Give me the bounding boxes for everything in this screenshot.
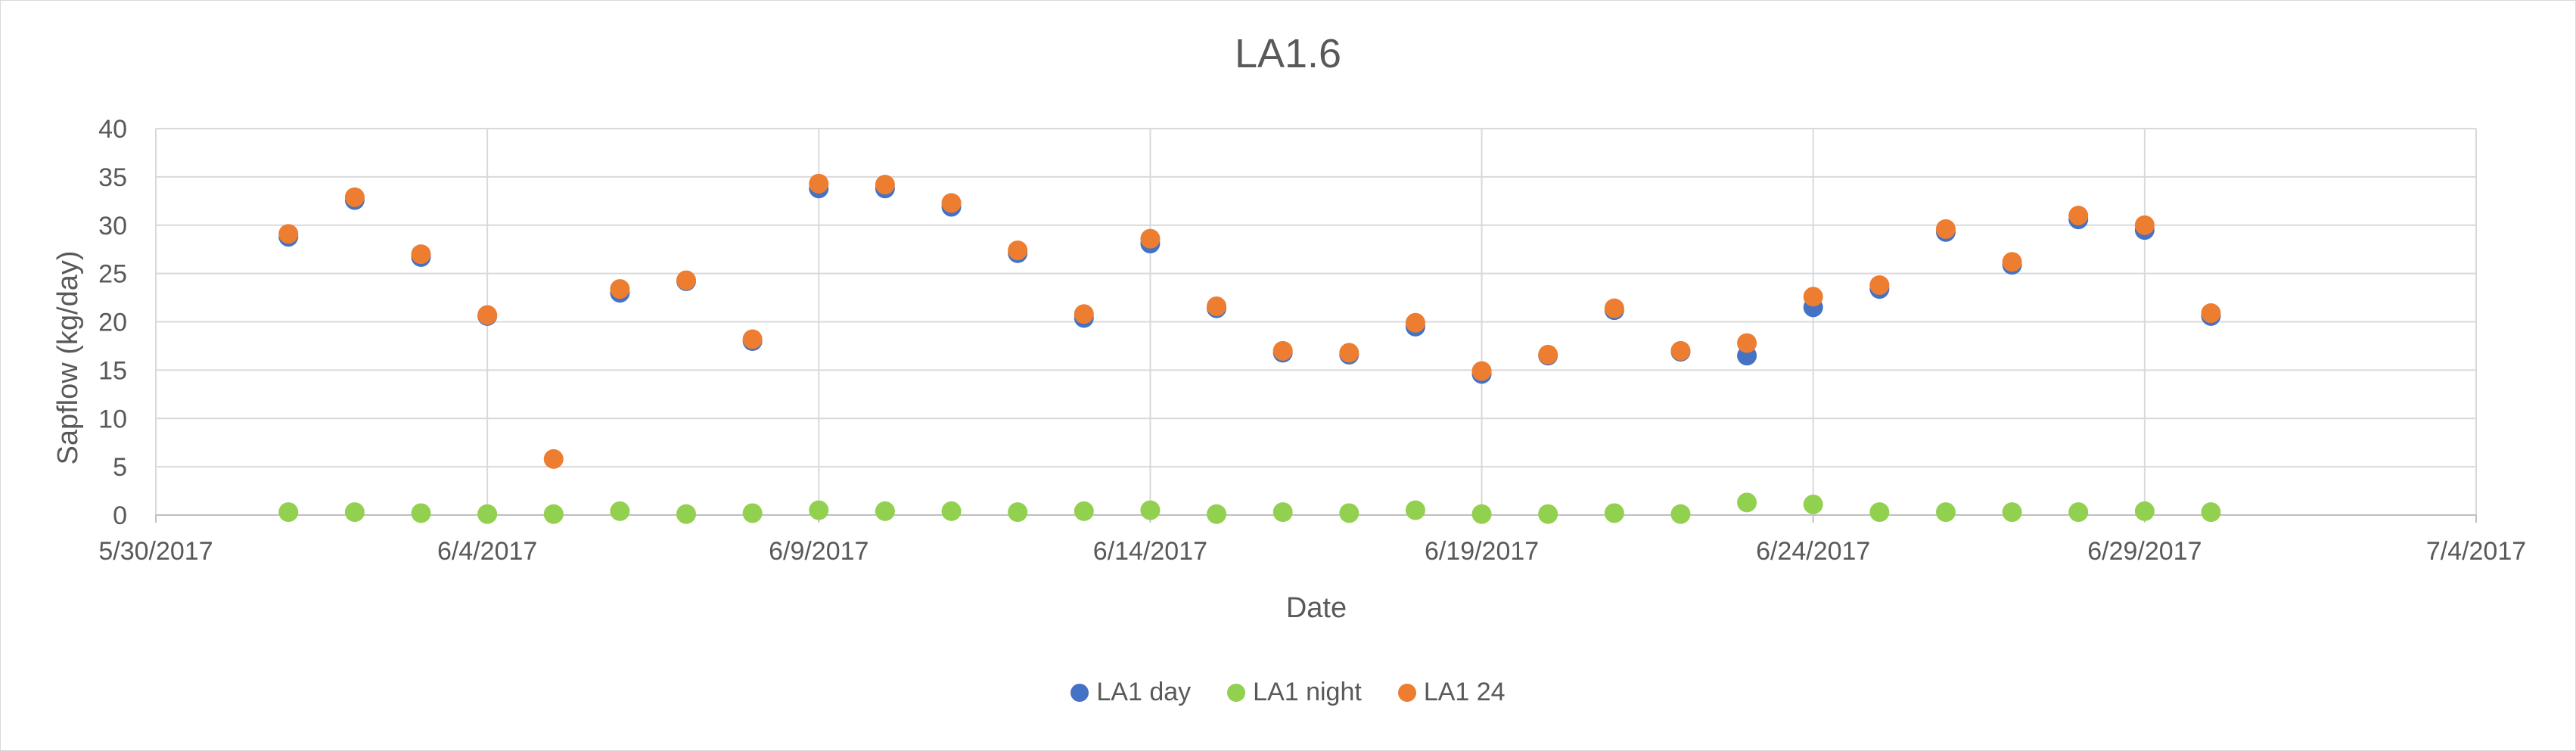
point-la1-24: [1869, 275, 1890, 295]
point-la1-24: [1207, 296, 1227, 317]
point-la1-night: [875, 501, 895, 521]
point-la1-night: [2068, 502, 2089, 523]
point-la1-24: [1339, 343, 1359, 363]
point-la1-night: [941, 501, 962, 521]
legend-marker: [1227, 683, 1246, 702]
point-la1-24: [1008, 240, 1028, 260]
y-tick-label: 30: [98, 212, 127, 241]
point-la1-night: [610, 501, 630, 521]
point-la1-24: [742, 329, 763, 349]
point-la1-night: [1737, 492, 1757, 513]
legend-item: LA1 24: [1397, 678, 1506, 707]
point-la1-night: [742, 503, 763, 523]
point-la1-24: [278, 224, 299, 244]
point-la1-night: [1140, 500, 1161, 520]
y-axis-label: Sapflow (kg/day): [52, 250, 84, 464]
point-la1-24: [543, 448, 564, 469]
point-la1-24: [411, 244, 431, 265]
point-la1-night: [1935, 502, 1956, 523]
point-la1-24: [2201, 303, 2221, 324]
point-la1-24: [1538, 344, 1558, 365]
point-la1-night: [1074, 501, 1094, 521]
point-la1-night: [1803, 494, 1823, 514]
point-la1-night: [809, 500, 829, 520]
point-la1-24: [2134, 215, 2155, 235]
legend: LA1 day LA1 night LA1 24: [0, 678, 2576, 707]
y-tick-label: 35: [98, 163, 127, 192]
chart-title: LA1.6: [1234, 31, 1342, 76]
x-tick-label: 6/24/2017: [1756, 537, 1870, 566]
point-la1-24: [344, 187, 365, 207]
point-la1-24: [2002, 252, 2022, 272]
y-tick-label: 15: [98, 356, 127, 385]
legend-label: LA1 day: [1096, 678, 1192, 706]
point-la1-24: [1604, 298, 1624, 318]
point-la1-24: [1405, 312, 1425, 333]
legend-label: LA1 24: [1423, 678, 1506, 706]
y-tick-labels: 0 5 10 15 20 25 30 35 40: [98, 115, 127, 530]
point-la1-24: [477, 305, 498, 325]
point-la1-24: [1803, 287, 1823, 307]
point-la1-24: [1471, 361, 1492, 381]
x-tick-label: 6/14/2017: [1093, 537, 1207, 566]
legend-marker: [1070, 683, 1089, 702]
y-tick-label: 0: [113, 501, 127, 530]
legend-marker: [1397, 683, 1416, 702]
point-la1-night: [477, 504, 498, 524]
point-la1-night: [1405, 500, 1425, 520]
point-la1-24: [1935, 219, 1956, 239]
y-tick-label: 5: [113, 453, 127, 482]
point-la1-night: [411, 503, 431, 523]
legend-item: LA1 day: [1070, 678, 1191, 707]
x-tick-label: 6/29/2017: [2087, 537, 2202, 566]
point-la1-night: [1538, 504, 1558, 524]
point-la1-24: [941, 193, 962, 213]
y-tick-label: 20: [98, 309, 127, 337]
point-la1-night: [1869, 502, 1890, 523]
point-la1-night: [1008, 502, 1028, 523]
point-la1-night: [1670, 504, 1691, 524]
point-la1-night: [543, 504, 564, 524]
x-tick-label: 6/19/2017: [1425, 537, 1539, 566]
x-tick-label: 6/4/2017: [437, 537, 537, 566]
point-la1-night: [676, 504, 697, 524]
point-la1-24: [1140, 228, 1161, 249]
y-tick-label: 40: [98, 115, 127, 144]
grid-lines: [155, 128, 2477, 523]
y-tick-label: 10: [98, 405, 127, 433]
point-la1-24: [1737, 333, 1757, 353]
point-la1-night: [2134, 501, 2155, 521]
x-tick-label: 6/9/2017: [769, 537, 869, 566]
point-la1-night: [344, 502, 365, 523]
point-la1-night: [1339, 503, 1359, 523]
point-la1-night: [2201, 502, 2221, 523]
x-axis-label: Date: [1286, 592, 1347, 624]
point-la1-24: [875, 175, 895, 195]
point-la1-24: [610, 279, 630, 299]
point-la1-night: [1471, 504, 1492, 524]
x-tick-labels: 5/30/2017 6/4/2017 6/9/2017 6/14/2017 6/19/2…: [98, 537, 2526, 566]
legend-item: LA1 night: [1227, 678, 1362, 707]
x-tick-label: 5/30/2017: [98, 537, 213, 566]
point-la1-night: [2002, 502, 2022, 523]
point-la1-24: [1272, 340, 1293, 361]
legend-label: LA1 night: [1253, 678, 1362, 706]
point-la1-night: [278, 502, 299, 523]
point-la1-24: [1074, 304, 1094, 324]
point-la1-night: [1207, 504, 1227, 524]
point-la1-night: [1272, 502, 1293, 523]
point-la1-24: [1670, 340, 1691, 361]
x-tick-label: 7/4/2017: [2426, 537, 2526, 566]
point-la1-24: [676, 270, 697, 290]
point-la1-24: [809, 173, 829, 194]
data-points: [278, 173, 2221, 524]
point-la1-night: [1604, 503, 1624, 523]
point-la1-24: [2068, 205, 2089, 225]
y-tick-label: 25: [98, 260, 127, 289]
